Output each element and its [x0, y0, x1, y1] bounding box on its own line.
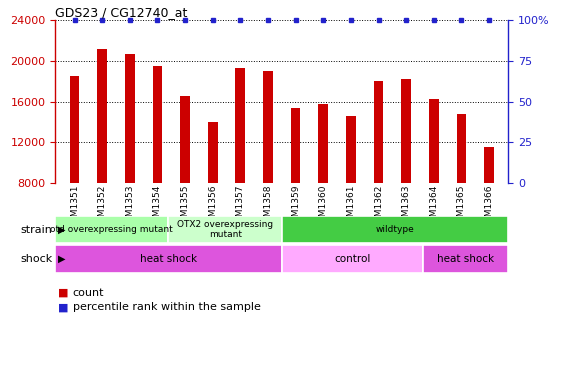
- Bar: [424, 245, 508, 273]
- Bar: [318, 104, 328, 183]
- Text: control: control: [335, 254, 371, 264]
- Text: heat shock: heat shock: [140, 254, 197, 264]
- Bar: [125, 54, 135, 183]
- Bar: [346, 116, 356, 183]
- Text: otd overexpressing mutant: otd overexpressing mutant: [51, 225, 173, 234]
- Bar: [484, 147, 494, 183]
- Bar: [282, 245, 424, 273]
- Bar: [235, 68, 245, 183]
- Bar: [180, 97, 190, 183]
- Bar: [282, 216, 508, 243]
- Text: ▶: ▶: [58, 225, 66, 235]
- Bar: [55, 216, 168, 243]
- Bar: [457, 114, 466, 183]
- Text: heat shock: heat shock: [437, 254, 494, 264]
- Bar: [55, 245, 282, 273]
- Bar: [429, 98, 439, 183]
- Bar: [401, 79, 411, 183]
- Bar: [263, 71, 273, 183]
- Text: wildtype: wildtype: [376, 225, 414, 234]
- Text: count: count: [73, 288, 104, 298]
- Bar: [290, 108, 300, 183]
- Text: strain: strain: [20, 225, 52, 235]
- Text: shock: shock: [20, 254, 52, 264]
- Text: percentile rank within the sample: percentile rank within the sample: [73, 302, 260, 313]
- Bar: [153, 66, 162, 183]
- Bar: [208, 122, 217, 183]
- Bar: [70, 76, 80, 183]
- Bar: [98, 49, 107, 183]
- Text: OTX2 overexpressing
mutant: OTX2 overexpressing mutant: [177, 220, 273, 239]
- Text: GDS23 / CG12740_at: GDS23 / CG12740_at: [55, 6, 188, 19]
- Text: ■: ■: [58, 288, 69, 298]
- Text: ▶: ▶: [58, 254, 66, 264]
- Text: ■: ■: [58, 302, 69, 313]
- Bar: [168, 216, 282, 243]
- Bar: [374, 81, 383, 183]
